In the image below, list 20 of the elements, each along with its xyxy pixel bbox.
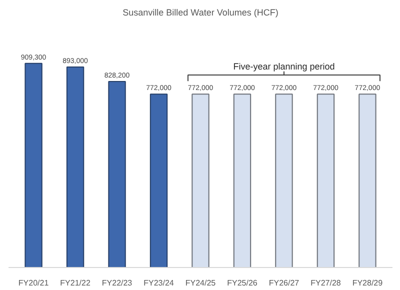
bar — [358, 94, 376, 268]
bar — [108, 81, 126, 268]
x-tick-label: FY23/24 — [144, 278, 174, 288]
x-tick-label: FY27/28 — [310, 278, 342, 288]
x-tick-label: FY20/21 — [18, 278, 50, 288]
bar — [275, 94, 293, 268]
bar — [150, 94, 168, 268]
x-tick-label: FY24/25 — [185, 278, 216, 288]
bar — [233, 94, 252, 268]
bar — [66, 66, 84, 268]
annotation: Five-year planning period — [233, 61, 335, 72]
x-tick-label: FY21/22 — [60, 278, 91, 288]
x-tick-label: FY28/29 — [352, 278, 384, 288]
bar — [316, 94, 335, 268]
bar — [24, 62, 42, 268]
x-tick-label: FY25/26 — [227, 278, 258, 288]
chart-title: Susanville Billed Water Volumes (HCF) — [122, 8, 278, 18]
x-tick-label: FY26/27 — [268, 278, 300, 288]
x-tick-label: FY22/23 — [102, 278, 133, 288]
bar — [192, 94, 210, 268]
